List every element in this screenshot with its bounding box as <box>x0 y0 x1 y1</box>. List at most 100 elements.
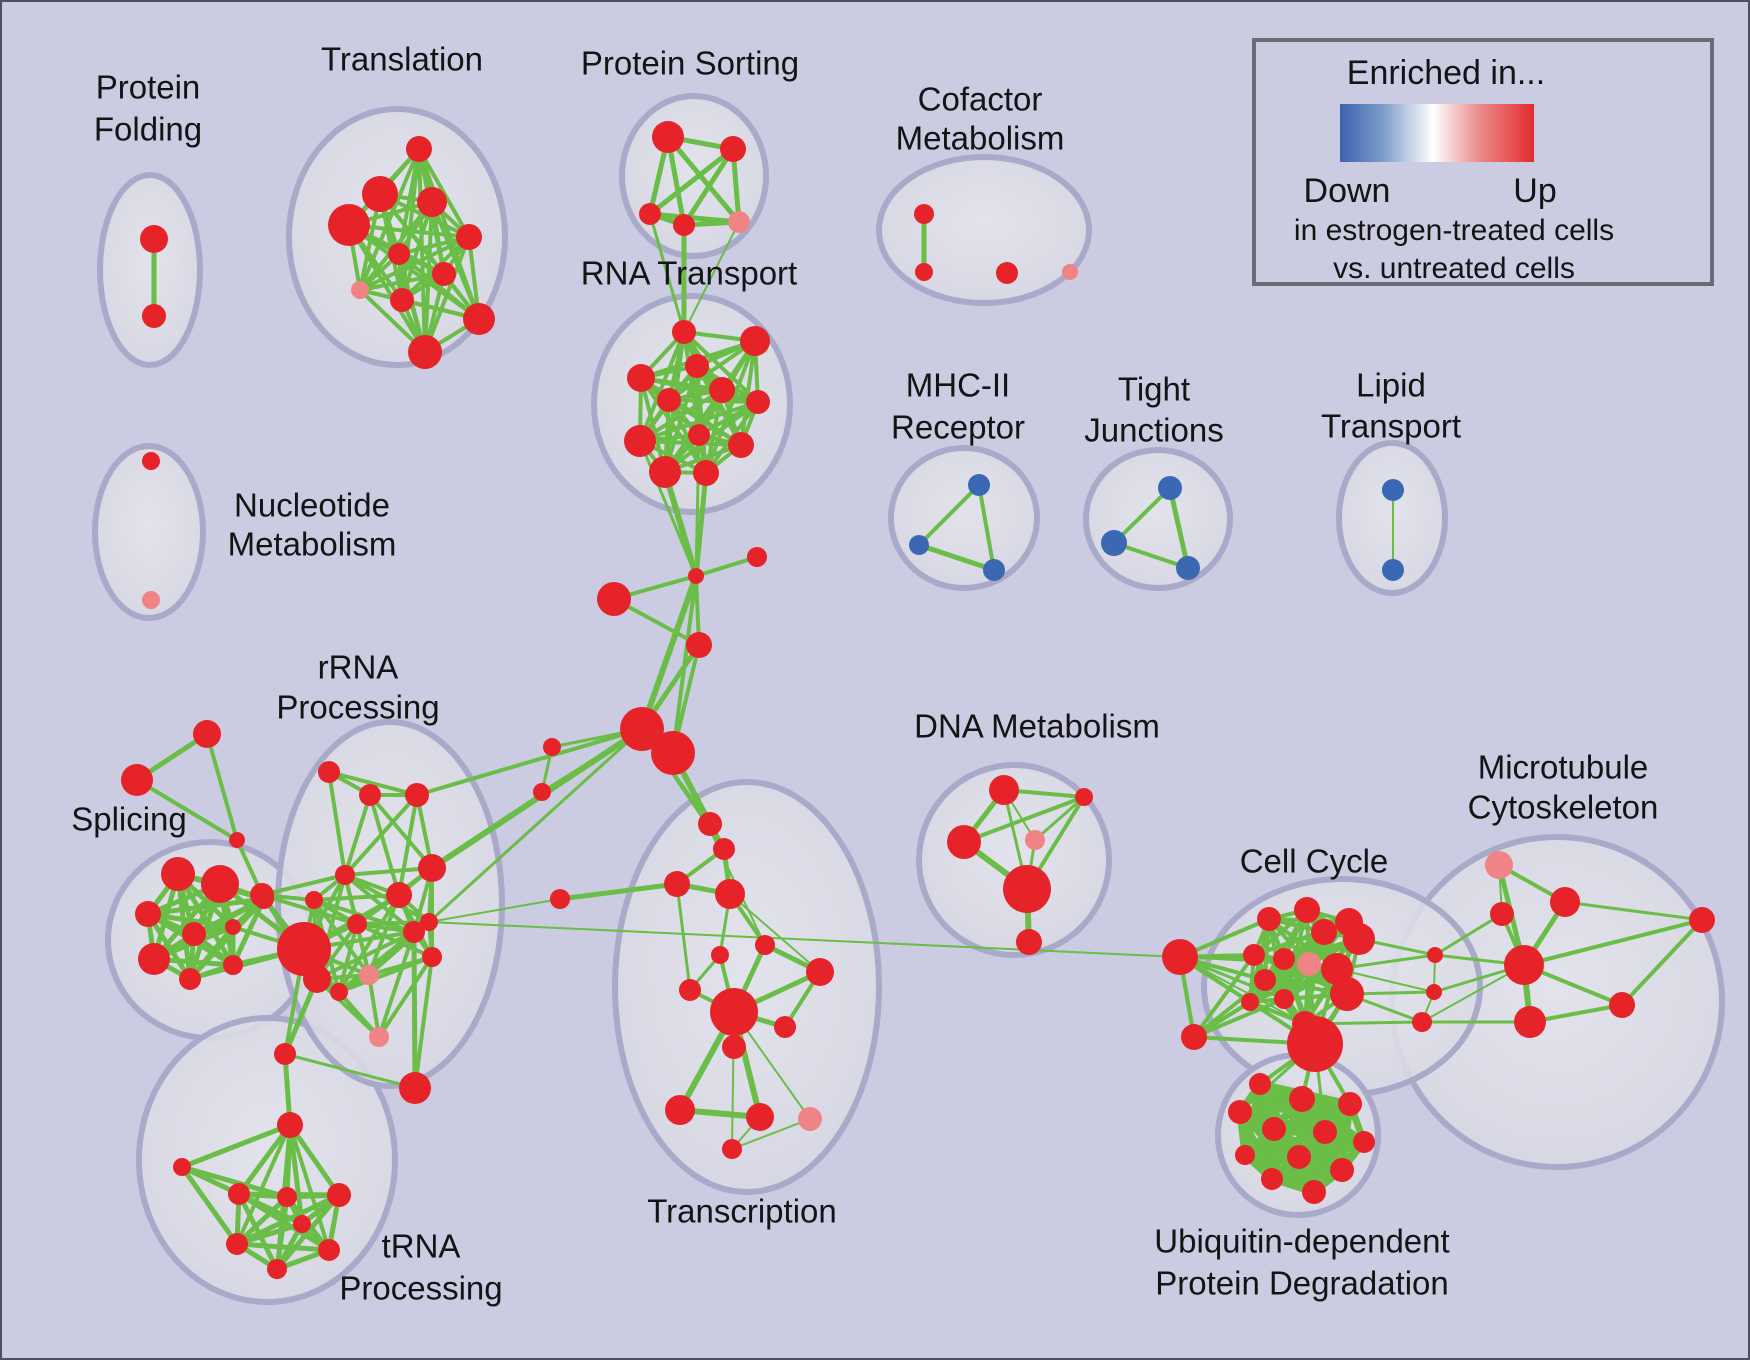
network-node <box>223 955 243 975</box>
network-edge <box>135 778 239 842</box>
network-node <box>405 783 429 807</box>
network-node <box>1262 1117 1286 1141</box>
network-edge <box>288 1123 331 1252</box>
network-node <box>142 452 160 470</box>
network-node <box>277 922 331 976</box>
network-edge <box>327 770 419 797</box>
network-node <box>651 731 695 775</box>
network-node <box>774 1016 796 1038</box>
network-edge <box>260 873 347 897</box>
network-node <box>347 914 367 934</box>
network-edge <box>638 439 743 447</box>
network-node <box>624 425 656 457</box>
cluster-label-protein-folding: Protein <box>96 69 201 106</box>
network-node <box>649 456 681 488</box>
network-node <box>915 263 933 281</box>
network-node <box>722 1139 742 1159</box>
network-node <box>698 812 722 836</box>
cluster-ellipse-mhc-ii-receptor <box>888 445 1040 591</box>
cluster-label-tight-junctions: Tight <box>1118 371 1190 408</box>
network-node <box>722 1035 746 1059</box>
network-edge <box>377 955 434 1039</box>
network-edge <box>648 212 686 334</box>
network-node <box>746 1103 774 1131</box>
network-edge <box>662 469 699 579</box>
network-edge <box>337 990 381 1039</box>
network-node <box>1382 479 1404 501</box>
network-node <box>250 883 274 907</box>
network-node <box>369 1027 389 1047</box>
network-node <box>432 262 456 286</box>
network-edge <box>187 924 236 982</box>
network-node <box>688 424 710 446</box>
cluster-label-microtubule-cytoskeleton: Cytoskeleton <box>1468 789 1659 826</box>
network-node <box>359 965 379 985</box>
network-edge <box>343 793 372 877</box>
network-node <box>267 1259 287 1279</box>
network-node <box>1514 1006 1546 1038</box>
cluster-label-mhc-ii-receptor: Receptor <box>891 409 1025 446</box>
network-node <box>1550 887 1580 917</box>
network-edge <box>694 433 701 578</box>
network-edge <box>665 134 742 225</box>
network-node <box>403 921 425 943</box>
network-node <box>1330 1158 1354 1182</box>
cluster-label-trna-processing: tRNA <box>382 1228 461 1265</box>
network-edge <box>1620 918 1704 1007</box>
network-edge <box>557 881 680 902</box>
network-edge <box>639 573 699 732</box>
network-node <box>543 738 561 756</box>
network-node <box>720 136 746 162</box>
network-node <box>399 1072 431 1104</box>
network-node <box>388 243 410 265</box>
network-node <box>620 707 664 751</box>
network-edge <box>683 221 740 333</box>
network-edge <box>731 1118 811 1150</box>
network-edge <box>1178 955 1286 1001</box>
network-edge <box>235 1123 292 1246</box>
network-edge <box>694 555 759 578</box>
legend-down-label: Down <box>1303 172 1391 210</box>
cluster-label-tight-junctions: Junctions <box>1084 412 1223 449</box>
network-node <box>335 865 355 885</box>
network-edge <box>962 795 1086 844</box>
network-edge <box>638 439 698 578</box>
cluster-label-cofactor-metabolism: Metabolism <box>896 120 1065 157</box>
cluster-label-splicing: Splicing <box>71 801 187 838</box>
cluster-label-cofactor-metabolism: Cofactor <box>918 81 1043 118</box>
network-edge <box>916 542 997 573</box>
network-edge <box>283 1052 417 1090</box>
network-node <box>274 1043 296 1065</box>
network-edge <box>413 955 434 1090</box>
network-edge <box>1433 912 1504 957</box>
network-node <box>135 901 161 927</box>
network-node <box>318 761 340 783</box>
network-node <box>193 720 221 748</box>
network-edge <box>428 898 561 923</box>
network-node <box>597 582 631 616</box>
network-node <box>1485 851 1513 879</box>
network-edge <box>312 893 401 902</box>
network-node <box>121 764 153 796</box>
network-node <box>328 204 370 246</box>
network-node <box>201 865 239 903</box>
network-node <box>420 913 438 931</box>
network-node <box>277 1112 303 1138</box>
network-node <box>1228 1100 1252 1124</box>
network-node <box>947 825 981 859</box>
network-node <box>1176 556 1200 580</box>
network-node <box>688 568 704 584</box>
network-node <box>1294 897 1320 923</box>
network-edge <box>368 793 401 897</box>
cluster-ellipse-protein-folding <box>97 172 203 368</box>
network-edge <box>704 388 724 475</box>
network-edge <box>315 930 416 981</box>
network-node <box>142 304 166 328</box>
cluster-label-microtubule-cytoskeleton: Microtubule <box>1478 749 1649 786</box>
network-edge <box>638 330 686 443</box>
network-node <box>715 879 745 909</box>
network-node <box>996 262 1018 284</box>
network-edge <box>377 930 416 1039</box>
network-node <box>1287 1145 1311 1169</box>
